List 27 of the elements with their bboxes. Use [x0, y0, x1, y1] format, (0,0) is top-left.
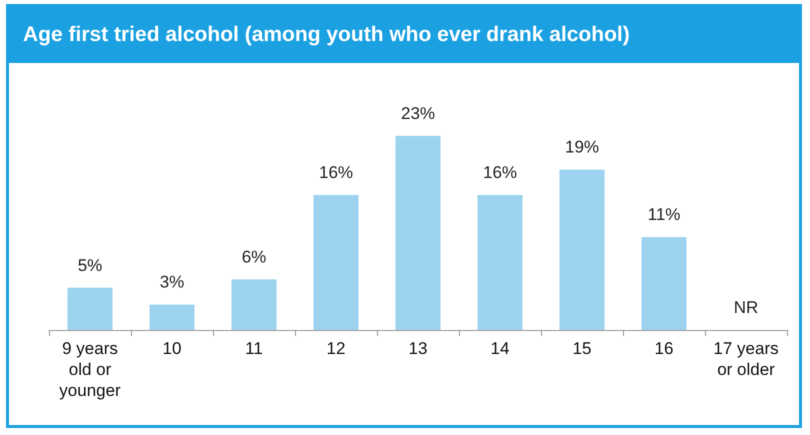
bar: [641, 237, 687, 330]
x-tick-label: 12: [326, 339, 346, 358]
data-label: 16%: [318, 162, 354, 182]
x-tick-label: 13: [408, 339, 428, 358]
data-label: 23%: [400, 104, 436, 123]
x-tick-label: 14: [490, 339, 510, 358]
bar: [67, 288, 113, 330]
data-label: 5%: [78, 256, 102, 275]
data-label: 3%: [160, 272, 184, 292]
bar: [395, 136, 441, 330]
x-tick-label: 9 years old or younger: [59, 339, 122, 400]
data-label: 11%: [648, 205, 680, 224]
bar: [559, 170, 605, 330]
bar: [231, 279, 277, 330]
x-tick-label: 11: [245, 339, 263, 358]
text: NR: [734, 298, 758, 317]
bar: [149, 304, 195, 330]
bar: [313, 194, 359, 330]
data-label: 19%: [564, 138, 600, 157]
x-tick-label: 16: [654, 339, 674, 358]
data-label: 16%: [482, 162, 518, 182]
data-label: 6%: [242, 247, 266, 266]
chart-title: Age first tried alcohol (among youth who ever drank alcohol): [9, 7, 799, 63]
bar: [477, 194, 523, 330]
x-tick-label: 10: [162, 339, 182, 358]
x-tick-label: 17 years or older: [713, 339, 779, 379]
x-tick-label: 15: [572, 339, 592, 358]
